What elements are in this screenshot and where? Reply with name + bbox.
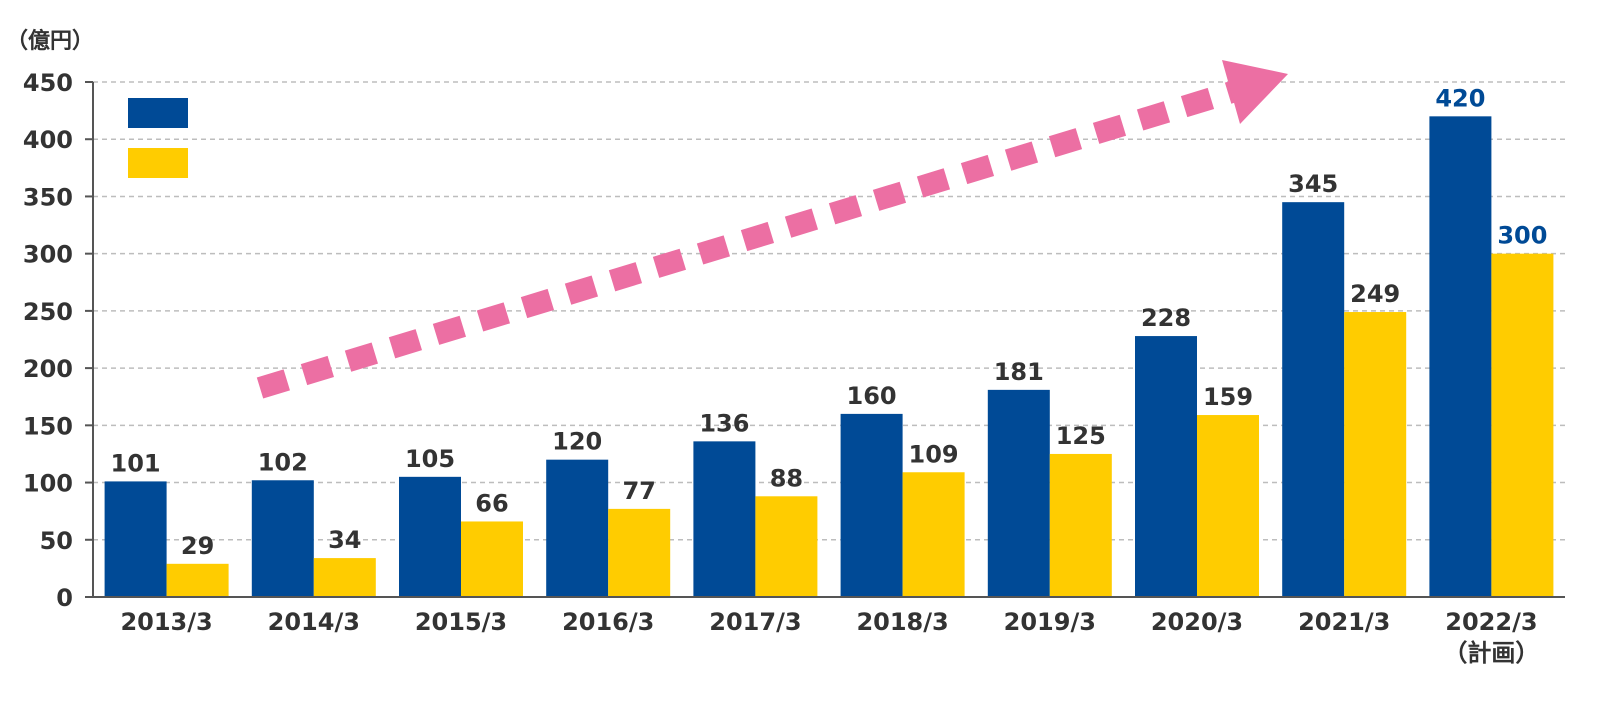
y-tick-label: 300: [23, 241, 73, 269]
bar-series-1: [399, 476, 461, 597]
y-tick-label: 250: [23, 298, 73, 326]
trend-arrow-shaft: [256, 81, 1236, 399]
bar-series-1: [1282, 202, 1345, 597]
trend-arrow: [256, 60, 1288, 399]
x-category-label: 2018/3: [856, 608, 948, 636]
data-label: 88: [770, 464, 803, 492]
data-label: 29: [181, 532, 214, 560]
y-tick-label: 450: [23, 69, 73, 97]
bar-series-2: [608, 508, 671, 597]
data-label: 228: [1141, 304, 1191, 332]
y-tick-label: 0: [56, 584, 73, 612]
x-category-label: 2017/3: [709, 608, 801, 636]
x-category-label: 2013/3: [120, 608, 212, 636]
data-label: 249: [1350, 280, 1400, 308]
bar-series-2: [1344, 312, 1407, 597]
legend-swatch-series-1: [128, 98, 188, 128]
bar-series-1: [840, 413, 903, 597]
data-labels: 101 29 102 34 105 66 120 77 136 88 160 109 181 125 228…: [111, 84, 1548, 559]
bar-series-1: [104, 481, 167, 597]
bar-series-1: [693, 441, 756, 597]
x-category-label: 2022/3: [1445, 608, 1537, 636]
data-label: 181: [994, 358, 1044, 386]
bar-series-1: [251, 480, 314, 597]
bar-series-2: [755, 496, 818, 597]
data-label: 109: [909, 440, 959, 468]
data-label: 105: [405, 445, 455, 473]
bar-series-2: [461, 521, 523, 597]
data-label: 136: [699, 409, 749, 437]
x-category-note: （計画）: [1443, 639, 1539, 667]
y-tick-label: 50: [40, 527, 73, 555]
x-axis-categories: 2013/3 2014/3 2015/3 2016/3 2017/3 2018/3 2019…: [120, 608, 1539, 667]
legend: [128, 98, 188, 178]
y-tick-label: 100: [23, 470, 73, 498]
data-label: 345: [1288, 170, 1338, 198]
y-tick-label: 200: [23, 355, 73, 383]
bar-series-2: [166, 563, 229, 597]
data-label: 101: [111, 449, 161, 477]
bar-series-2: [1491, 253, 1554, 597]
data-label: 125: [1056, 422, 1106, 450]
data-label: 120: [552, 428, 602, 456]
bar-series-2: [1197, 415, 1259, 597]
bar-series-2: [1049, 453, 1112, 597]
bar-series-2: [902, 472, 965, 597]
data-label: 77: [622, 477, 655, 505]
x-category-label: 2016/3: [562, 608, 654, 636]
x-category-label: 2021/3: [1298, 608, 1390, 636]
data-label: 159: [1203, 383, 1253, 411]
y-tick-label: 400: [23, 126, 73, 154]
data-label: 34: [328, 526, 361, 554]
x-category-label: 2020/3: [1151, 608, 1243, 636]
x-category-label: 2015/3: [415, 608, 507, 636]
bars: [104, 116, 1554, 597]
legend-swatch-series-2: [128, 148, 188, 178]
data-label: 160: [847, 382, 897, 410]
y-axis-ticks: 0 50 100 150 200 250 300 350 400 450: [23, 69, 93, 612]
bar-series-1: [1135, 336, 1197, 597]
x-category-label: 2014/3: [268, 608, 360, 636]
bar-series-1: [1429, 116, 1492, 597]
bar-series-2: [313, 558, 376, 597]
bar-series-1: [546, 459, 609, 597]
bar-series-1: [987, 389, 1050, 597]
data-label: 420: [1435, 84, 1485, 112]
data-label: 300: [1497, 222, 1547, 250]
data-label: 102: [258, 448, 308, 476]
data-label: 66: [475, 489, 508, 517]
y-tick-label: 150: [23, 412, 73, 440]
y-axis-unit: （億円）: [6, 28, 94, 54]
y-tick-label: 350: [23, 183, 73, 211]
trend-arrow-head: [1222, 60, 1288, 124]
x-category-label: 2019/3: [1004, 608, 1096, 636]
